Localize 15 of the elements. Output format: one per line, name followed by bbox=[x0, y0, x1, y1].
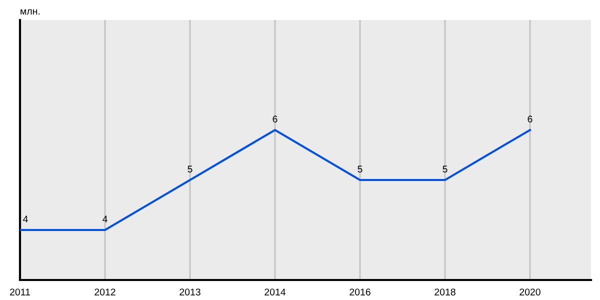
x-tick-label: 2012 bbox=[94, 288, 116, 296]
data-label: 5 bbox=[442, 166, 448, 173]
x-tick-label: 2016 bbox=[350, 288, 370, 296]
data-label: 4 bbox=[102, 216, 108, 222]
data-label: 6 bbox=[528, 116, 532, 123]
y-axis-title: млн. bbox=[20, 9, 40, 15]
data-label: 6 bbox=[272, 116, 278, 123]
x-tick-label: 2014 bbox=[264, 288, 286, 296]
data-label: 5 bbox=[358, 166, 362, 173]
data-label: 4 bbox=[23, 216, 28, 222]
x-tick-label: 2013 bbox=[180, 288, 200, 296]
x-tick-label: 2020 bbox=[520, 288, 540, 296]
x-tick-label: 2011 bbox=[10, 288, 30, 296]
data-label: 5 bbox=[188, 166, 192, 173]
x-tick-label: 2018 bbox=[434, 288, 456, 296]
